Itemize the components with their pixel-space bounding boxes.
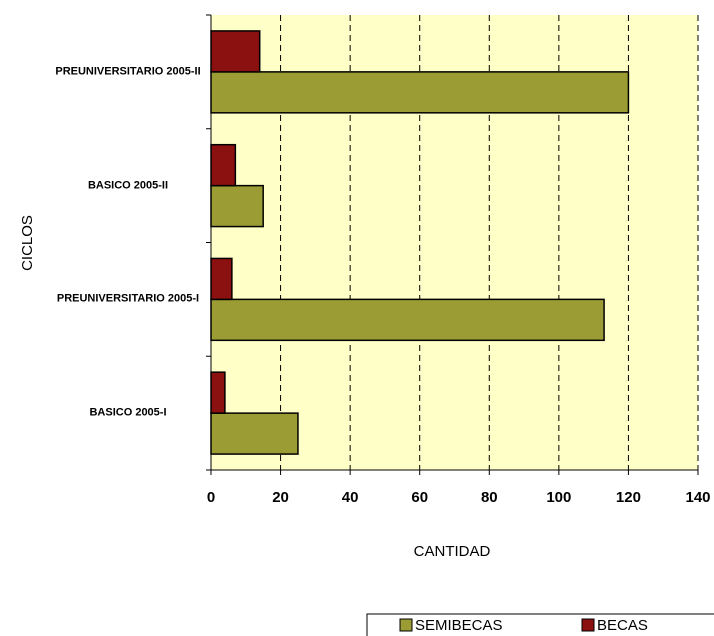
x-tick-label: 60	[411, 489, 428, 506]
x-axis-label: CANTIDAD	[414, 543, 491, 560]
y-tick-label: PREUNIVERSITARIO 2005-II	[55, 65, 201, 78]
bar	[210, 71, 630, 114]
bar	[210, 184, 264, 228]
y-tick-label: BASICO 2005-II	[87, 179, 169, 192]
x-tick-label: 40	[342, 489, 359, 506]
x-tick-label: 100	[546, 489, 571, 506]
bar	[210, 298, 605, 342]
bar	[210, 143, 237, 187]
legend-label: BECAS	[597, 617, 648, 634]
x-tick-label: 120	[616, 489, 641, 506]
x-tick-label: 140	[685, 489, 710, 506]
y-axis-label: CICLOS	[19, 215, 36, 271]
y-tick-label: BASICO 2005-I	[89, 406, 167, 419]
legend-swatch	[581, 618, 595, 632]
legend-label: SEMIBECAS	[415, 617, 503, 634]
bar	[210, 30, 261, 73]
bar	[210, 257, 233, 301]
bar	[210, 412, 299, 455]
x-tick-label: 20	[272, 489, 289, 506]
x-tick-label: 80	[481, 489, 498, 506]
legend-box	[366, 613, 714, 636]
bar	[210, 371, 226, 414]
legend-swatch	[399, 618, 413, 632]
y-tick-label: PREUNIVERSITARIO 2005-I	[56, 292, 200, 305]
x-tick-label: 0	[207, 489, 215, 506]
